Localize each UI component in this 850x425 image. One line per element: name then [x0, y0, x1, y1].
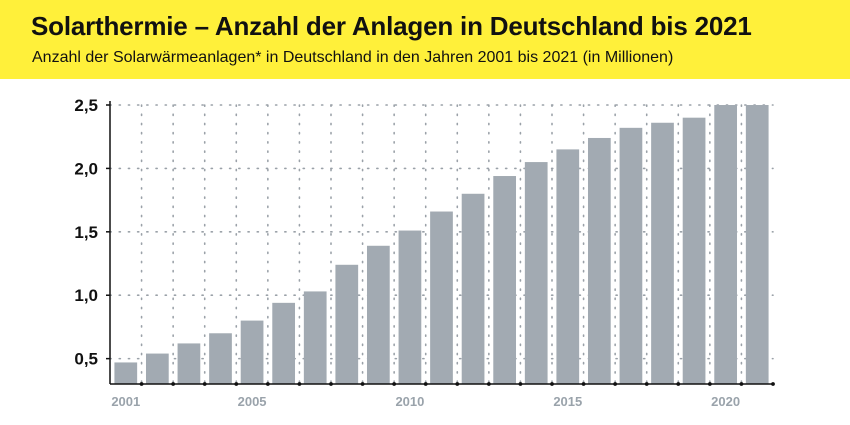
y-tick-label: 1,0: [74, 286, 98, 305]
x-tick: [739, 382, 744, 386]
y-tick-label: 2,0: [74, 159, 98, 178]
x-tick: [329, 382, 333, 386]
x-tick-label: 2005: [238, 394, 267, 409]
bar-2008: [335, 264, 359, 384]
gridlines: [109, 104, 774, 385]
x-tick-label: 2015: [553, 394, 582, 409]
bar-2013: [493, 176, 517, 384]
x-tick: [486, 382, 491, 386]
bar-2012: [461, 193, 485, 384]
bar-2021: [745, 105, 769, 384]
bar-2007: [303, 291, 327, 384]
bar-2003: [177, 343, 201, 384]
bar-2005: [240, 320, 264, 384]
x-tick: [455, 382, 460, 386]
axes: [106, 101, 775, 386]
bar-2019: [682, 117, 706, 385]
x-tick: [360, 382, 365, 386]
x-tick: [676, 382, 681, 386]
y-tick-label: 0,5: [74, 350, 98, 369]
x-tick: [613, 382, 618, 386]
header-banner: Solarthermie – Anzahl der Anlagen in Deu…: [0, 0, 850, 79]
bar-2017: [619, 127, 643, 384]
bar-2004: [209, 333, 232, 384]
x-tick: [297, 382, 302, 386]
bar-2014: [524, 162, 548, 384]
chart-subtitle: Anzahl der Solarwärmeanlagen* in Deutsch…: [32, 49, 674, 66]
bar-2001: [114, 362, 138, 384]
bar-2015: [556, 149, 580, 384]
tick-labels: 0,5 1,0 1,5 2,0 2,5 2001 2005 2010 2015 2020: [74, 96, 740, 409]
x-tick: [202, 382, 207, 386]
x-tick-label: 2010: [395, 394, 424, 409]
x-tick: [771, 382, 775, 386]
bar-2020: [714, 105, 738, 384]
x-tick: [550, 382, 554, 386]
y-tick-label: 2,5: [74, 96, 98, 115]
x-tick: [234, 382, 239, 386]
x-tick: [265, 382, 270, 386]
x-tick: [518, 382, 523, 386]
x-tick: [423, 382, 428, 386]
x-tick: [171, 382, 176, 386]
bar-2006: [272, 302, 296, 384]
x-tick-label: 2001: [111, 394, 140, 409]
chart-title: Solarthermie – Anzahl der Anlagen in Deu…: [31, 11, 752, 41]
x-tick-label: 2020: [711, 394, 740, 409]
bar-2010: [398, 230, 422, 384]
bar-chart: 0,5 1,0 1,5 2,0 2,5 2001 2005 2010 2015 2020: [74, 96, 775, 409]
bar-2009: [366, 245, 390, 384]
x-tick: [392, 382, 397, 386]
x-tick: [139, 382, 144, 386]
x-tick: [581, 382, 586, 386]
y-tick-label: 1,5: [74, 223, 98, 242]
bars: [114, 105, 769, 385]
x-tick: [644, 382, 649, 386]
bar-2002: [145, 353, 169, 384]
bar-2016: [587, 137, 611, 384]
bar-2018: [651, 122, 674, 384]
bar-2011: [430, 211, 453, 384]
x-tick: [707, 382, 712, 386]
